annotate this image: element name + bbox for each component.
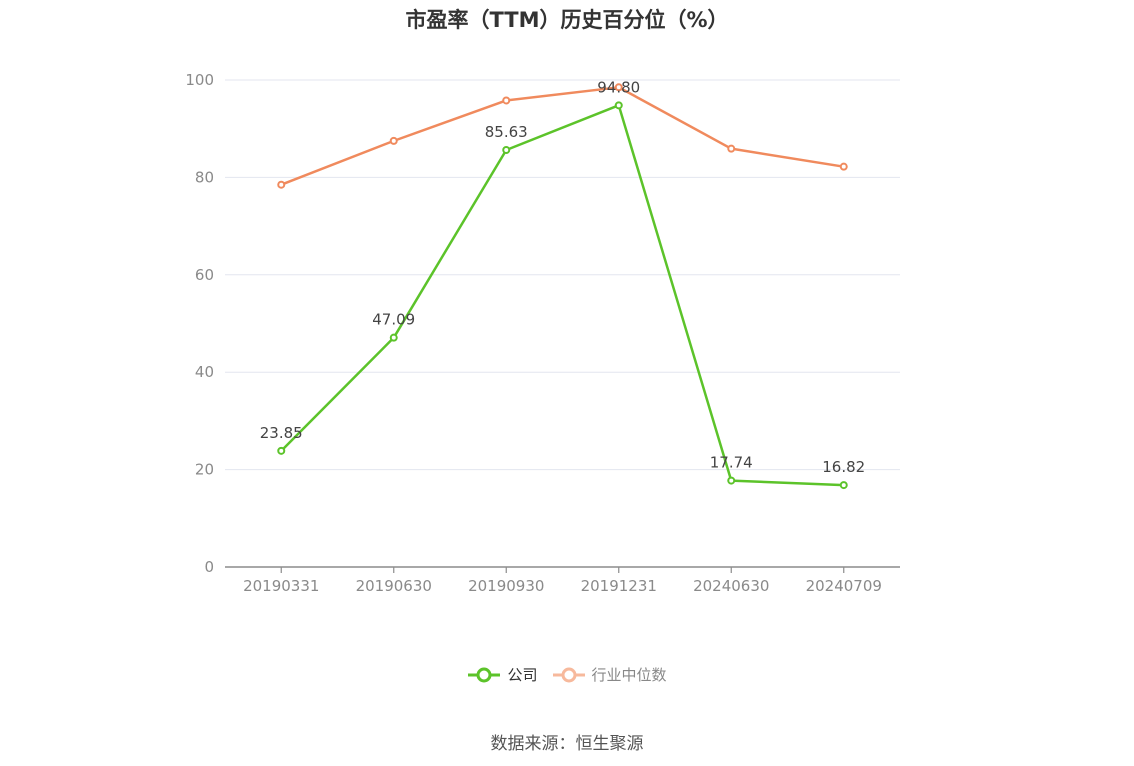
x-tick-label: 20191231 xyxy=(581,577,657,595)
data-source: 数据来源：恒生聚源 xyxy=(490,734,644,754)
data-point-company xyxy=(502,145,511,154)
data-point-industry xyxy=(502,96,511,105)
x-tick-label: 20240709 xyxy=(806,577,882,595)
data-point-industry xyxy=(389,136,398,145)
legend-item-company[interactable]: 公司 xyxy=(467,664,538,685)
data-point-company xyxy=(277,446,286,455)
legend-marker-company xyxy=(468,667,501,682)
data-labels: 23.85 47.09 85.63 94.80 17.74 16.82 xyxy=(260,78,865,476)
y-tick-label: 100 xyxy=(185,71,214,89)
data-point-company xyxy=(389,333,398,342)
data-point-company xyxy=(839,481,848,490)
data-point-industry xyxy=(614,83,623,92)
data-label: 16.82 xyxy=(822,458,865,476)
y-tick-label: 80 xyxy=(195,168,214,186)
y-tick-label: 0 xyxy=(204,558,214,576)
grid-lines xyxy=(225,79,900,471)
chart-title: 市盈率（TTM）历史百分位（%） xyxy=(405,8,729,32)
data-label: 85.63 xyxy=(485,123,528,141)
x-tick-label: 20190630 xyxy=(356,577,432,595)
data-label: 47.09 xyxy=(372,311,415,329)
series-lines xyxy=(277,83,848,490)
legend-marker-industry xyxy=(552,667,585,682)
legend-item-industry[interactable]: 行业中位数 xyxy=(552,664,667,685)
x-tick-label: 20240630 xyxy=(693,577,769,595)
x-axis: 20190331 20190630 20190930 20191231 20240630… xyxy=(225,566,900,595)
y-axis-ticks: 0 20 40 60 80 100 xyxy=(185,71,214,576)
legend-label-company: 公司 xyxy=(507,666,538,684)
y-tick-label: 60 xyxy=(195,266,214,284)
data-point-industry xyxy=(277,180,286,189)
y-tick-label: 40 xyxy=(195,363,214,381)
y-tick-label: 20 xyxy=(195,461,214,479)
data-point-industry xyxy=(839,162,848,171)
legend: 公司 行业中位数 xyxy=(0,664,1134,685)
series-line-industry xyxy=(280,86,844,186)
data-point-company xyxy=(614,101,623,110)
data-label: 23.85 xyxy=(260,424,303,442)
data-label: 17.74 xyxy=(710,454,753,472)
x-tick-label: 20190930 xyxy=(468,577,544,595)
x-tick-label: 20190331 xyxy=(243,577,319,595)
data-label: 94.80 xyxy=(597,78,640,96)
data-point-company xyxy=(727,476,736,485)
series-line-company xyxy=(280,104,844,487)
data-point-industry xyxy=(727,144,736,153)
legend-label-industry: 行业中位数 xyxy=(591,666,667,684)
